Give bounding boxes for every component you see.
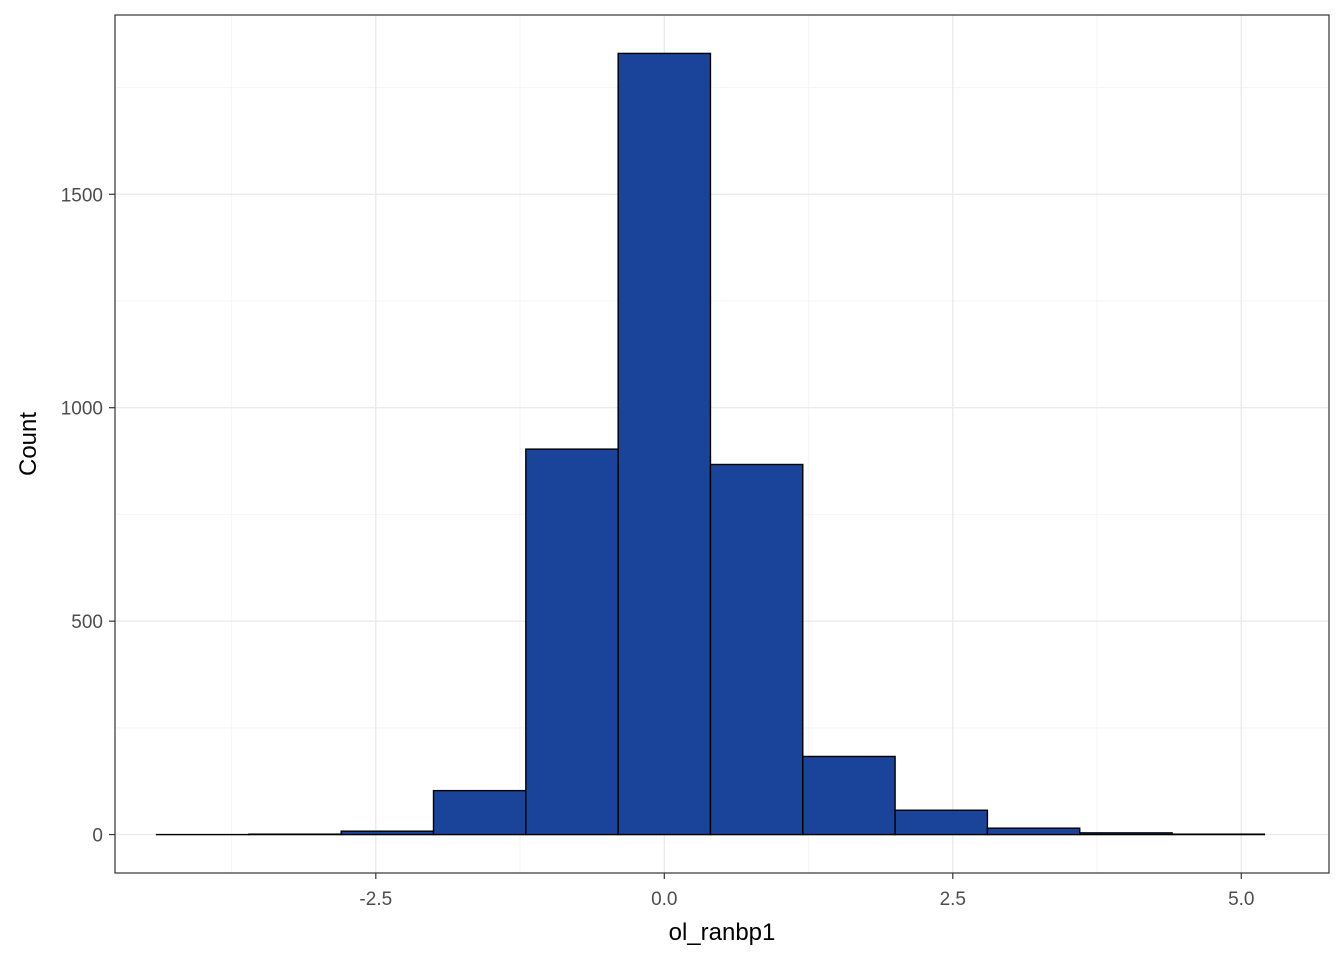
x-tick-label: -2.5 [359, 889, 392, 910]
histogram-bar [525, 448, 619, 836]
y-axis-ticks: 0 500 1000 1500 [61, 185, 115, 847]
histogram-bar [432, 789, 527, 836]
histogram-bar [340, 830, 435, 836]
histogram-bar [986, 827, 1081, 836]
x-tick-label: 2.5 [940, 889, 966, 910]
x-axis-ticks: -2.5 0.0 2.5 5.0 [359, 873, 1255, 910]
y-axis-title: Count [15, 412, 42, 476]
y-tick-label: 500 [71, 612, 103, 633]
histogram-bar [802, 755, 896, 836]
histogram-bar [894, 809, 989, 836]
histogram-bar [709, 463, 804, 836]
histogram-bar [617, 52, 712, 836]
y-tick-label: 0 [92, 826, 103, 847]
y-tick-label: 1000 [61, 399, 103, 420]
histogram-bars [155, 52, 1266, 836]
y-tick-label: 1500 [61, 185, 103, 206]
panel-border [114, 14, 1330, 874]
x-tick-label: 0.0 [651, 889, 677, 910]
histogram-bar [1079, 832, 1173, 836]
x-tick-label: 5.0 [1228, 889, 1254, 910]
x-axis-title: ol_ranbp1 [669, 919, 776, 946]
